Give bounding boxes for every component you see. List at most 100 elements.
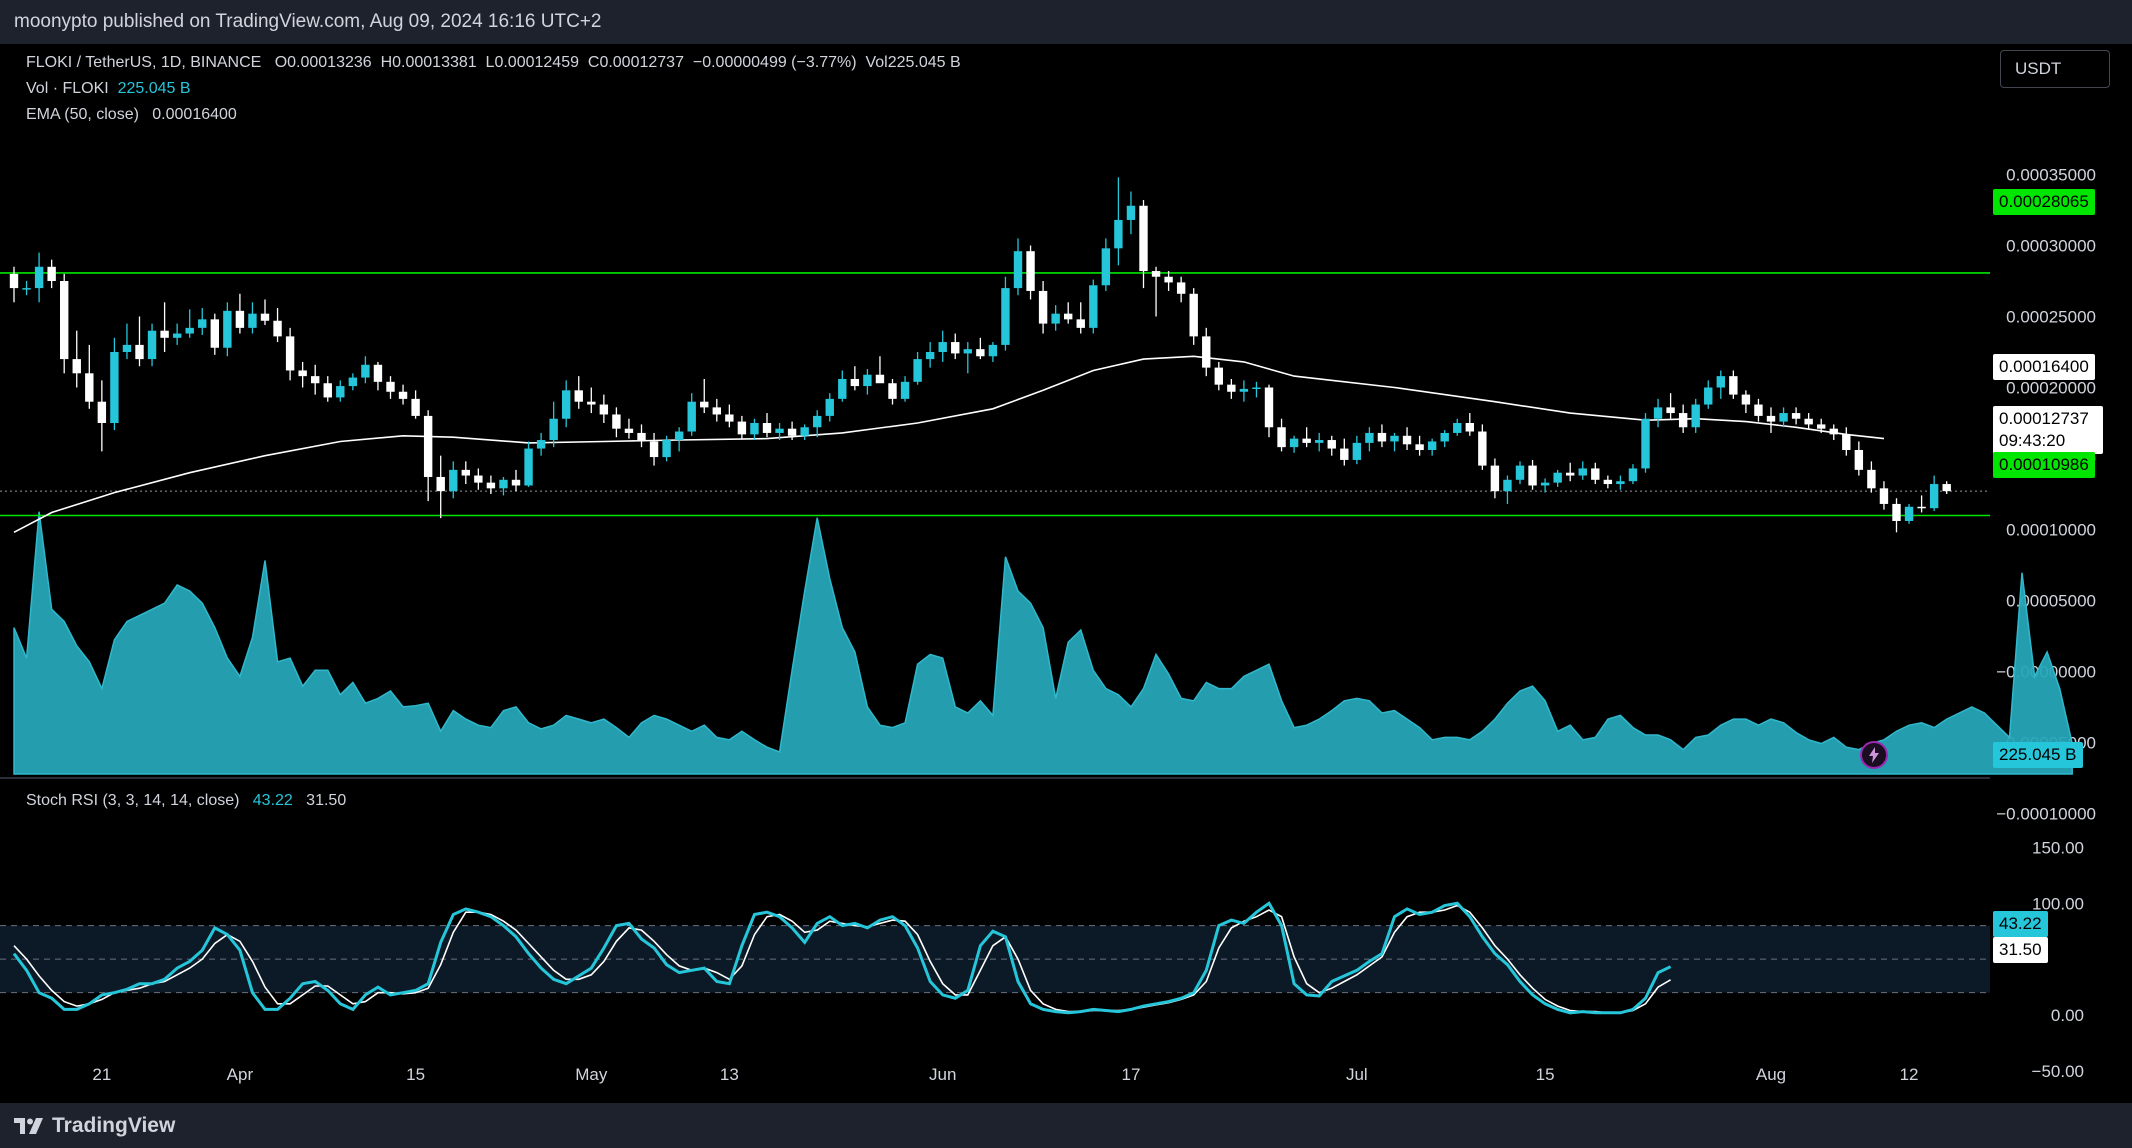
candle-body [34,266,44,289]
candle-body [1653,407,1663,419]
candle-body [198,319,207,328]
candle-body [612,414,621,429]
candle-body [750,423,759,435]
currency-button[interactable]: USDT [2000,50,2110,88]
time-axis-label: Jul [1346,1065,1368,1084]
brand-name: TradingView [52,1114,176,1137]
time-axis-label: 17 [1121,1065,1140,1084]
candle-body [1904,506,1914,521]
legend-change: −0.00000499 (−3.77%) [692,54,857,71]
candle-body [210,319,219,348]
candle-body [574,390,583,402]
candle-body [1252,387,1261,389]
candle-body [1114,219,1123,249]
candle-body [1917,506,1926,509]
candle-body [1126,205,1136,220]
stoch-k-value: 43.22 [252,792,293,809]
resistance-price-tag: 0.00028065 [1993,189,2095,215]
candle-body [863,374,872,387]
candle-body [825,398,834,416]
publish-line: moonypto published on TradingView.com, A… [14,11,602,32]
chart-area[interactable]: 0.00035000 0.00030000 0.00025000 0.00020000… [0,44,2132,1103]
candle-body [549,418,558,441]
price-axis-tick: 0.00025000 [2006,308,2096,327]
candle-body [1289,438,1299,448]
ema-line [13,355,1885,534]
candle-body [1678,413,1688,428]
candle-body [361,364,370,378]
candle-body [1616,481,1625,485]
candle-body [562,390,571,419]
vol-row-value: 225.045 B [117,80,191,97]
candle-body [1854,449,1864,470]
candle-body [1540,482,1550,486]
legend-l-value: 0.00012459 [494,54,579,71]
candle-body [775,428,784,433]
legend-c-value: 0.00012737 [599,54,684,71]
candle-body [1214,367,1223,385]
stoch-axis-tick: −50.00 [2032,1062,2084,1081]
candle-body [1151,271,1161,277]
candle-body [85,373,94,402]
stoch-legend: Stoch RSI (3, 3, 14, 14, close) 43.22 31… [26,792,346,810]
candle-body [1026,251,1035,291]
candle-body [1453,423,1462,433]
candle-body [1101,248,1111,286]
ema-price-tag: 0.00016400 [1993,354,2095,380]
candle-body [1176,282,1186,294]
candle-body [1465,423,1474,432]
candle-body [60,281,69,360]
legend-l-label: L [485,54,495,71]
candle-body [373,364,383,382]
legend-h-value: 0.00013381 [392,54,477,71]
candle-body [1691,404,1700,428]
candle-body [1490,465,1500,492]
candle-body [1076,319,1085,328]
candle-body [737,421,747,435]
price-axis-tick: −0.00010000 [1996,805,2096,824]
legend-o-label: O [274,54,288,71]
candle-body [1302,438,1311,443]
candle-body [850,378,860,387]
candle-body [938,342,947,352]
candle-body [1741,394,1751,405]
candle-body [1503,479,1512,492]
ema-label: EMA (50, close) [26,106,139,123]
legend-c-label: C [587,54,600,71]
candle-body [1377,432,1387,442]
chart-svg[interactable]: 0.00035000 0.00030000 0.00025000 0.00020000… [0,44,2132,1103]
candle-body [1315,440,1324,443]
candle-body [323,383,332,398]
stoch-d-value: 31.50 [306,792,347,809]
publish-info-bar: moonypto published on TradingView.com, A… [0,0,2132,44]
legend-o-value: 0.00013236 [287,54,372,71]
candle-body [1440,432,1449,442]
candle-body [474,475,483,483]
candle-body [913,359,922,382]
candle-body [248,313,257,328]
candle-body [1427,441,1437,450]
time-axis-label: Aug [1756,1065,1786,1084]
candle-body [1842,434,1851,450]
volume-area [13,511,2073,775]
price-axis-tick: 0.00010000 [2006,521,2096,540]
candle-body [1264,387,1274,428]
candle-body [963,349,972,354]
candle-body [1578,468,1587,476]
time-axis-label: 21 [92,1065,111,1084]
candle-body [298,370,307,377]
candle-body [398,391,408,399]
candle-body [1064,313,1073,320]
tradingview-logo[interactable]: TradingView [14,1114,175,1138]
candle-body [135,344,144,360]
candle-body [674,431,684,441]
candle-body [925,352,935,360]
bolt-icon[interactable] [1860,741,1888,769]
candle-body [235,310,245,328]
time-axis-label: 13 [720,1065,739,1084]
legend-vol-label: Vol [865,54,888,71]
candle-body [700,401,709,408]
candle-body [1352,442,1362,460]
candle-body [348,377,358,387]
time-axis-label: May [575,1065,608,1084]
